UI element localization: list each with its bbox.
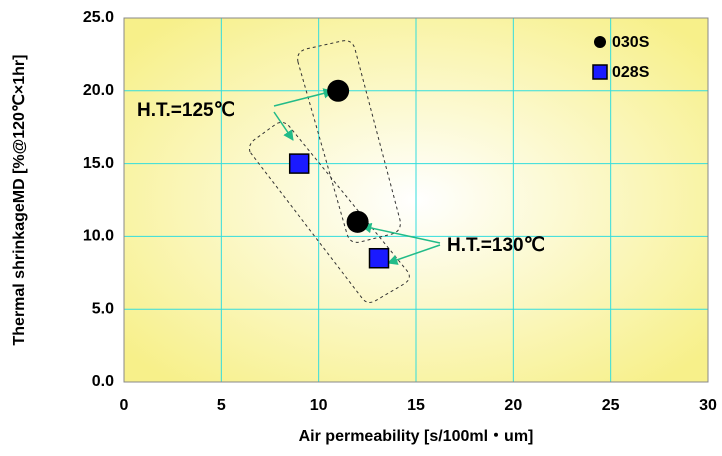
- point: [346, 210, 369, 233]
- arrow: [273, 88, 335, 107]
- point: [288, 153, 310, 174]
- legend-marker: [594, 36, 606, 48]
- x-tick-label: 20: [504, 397, 522, 414]
- y-tick-label: 25.0: [83, 9, 114, 26]
- arrow: [387, 244, 441, 265]
- y-tick-label: 5.0: [92, 300, 114, 317]
- group-outline: [249, 121, 410, 303]
- y-axis-label: Thermal shrinkageMD [%@120℃×1hr]: [11, 55, 28, 346]
- arrow: [273, 111, 294, 141]
- x-axis-label: Air permeability [s/100ml・um]: [299, 428, 534, 445]
- x-tick-label: 0: [120, 397, 129, 414]
- x-tick-label: 30: [699, 397, 717, 414]
- plot-border: [123, 17, 709, 383]
- annotation: H.T.=125℃: [137, 100, 235, 121]
- legend-label: 030S: [612, 34, 650, 51]
- legend-marker: [592, 64, 608, 80]
- y-tick-label: 15.0: [83, 155, 114, 172]
- y-tick-label: 0.0: [92, 373, 114, 390]
- x-tick-label: 10: [310, 397, 328, 414]
- legend-label: 028S: [612, 64, 650, 81]
- y-tick-label: 20.0: [83, 82, 114, 99]
- annotation: H.T.=130℃: [447, 235, 545, 256]
- y-tick-label: 10.0: [83, 228, 114, 245]
- x-tick-label: 25: [602, 397, 620, 414]
- x-tick-label: 15: [407, 397, 425, 414]
- point: [368, 247, 390, 269]
- x-tick-label: 5: [217, 397, 226, 414]
- group-outline: [297, 40, 401, 243]
- point: [327, 79, 350, 102]
- arrow: [360, 222, 441, 244]
